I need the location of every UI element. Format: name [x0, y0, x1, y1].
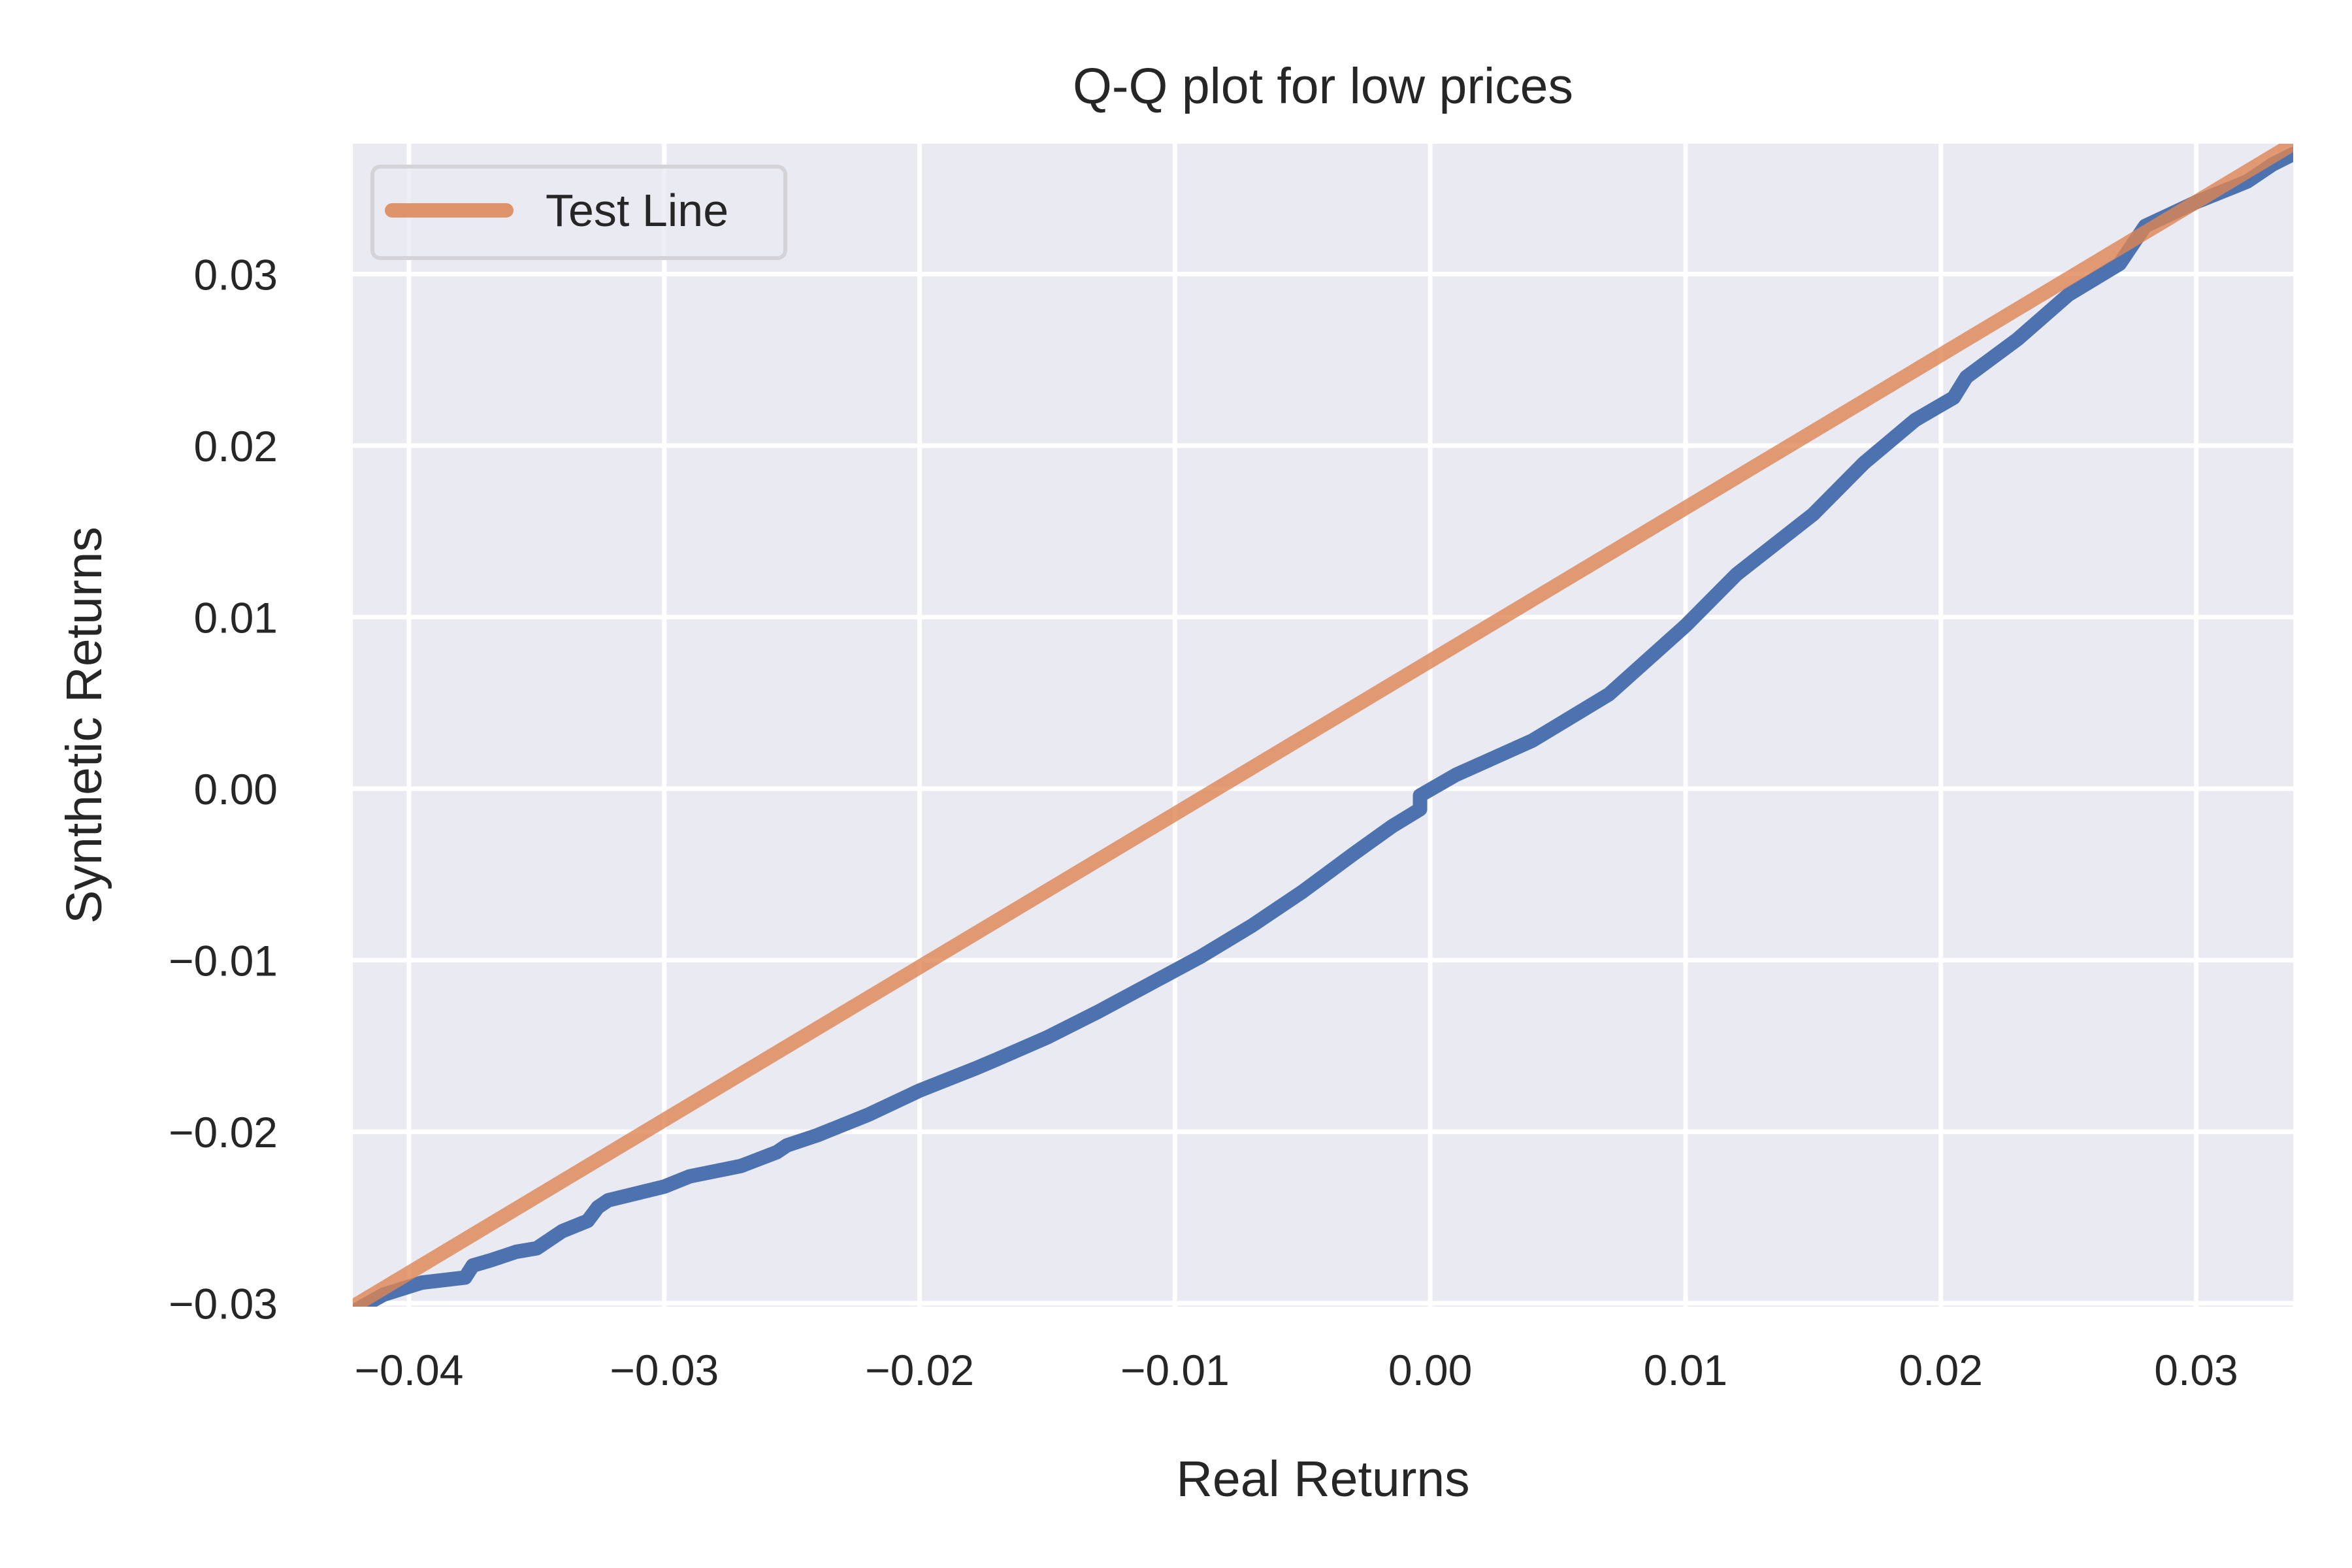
y-tick-label: −0.01 [169, 937, 278, 985]
qq-series-line [353, 146, 2293, 1307]
x-tick-label: −0.02 [865, 1346, 974, 1394]
legend-box [370, 165, 787, 260]
y-tick-label: −0.02 [169, 1108, 278, 1156]
x-tick-label: 0.00 [1388, 1346, 1472, 1394]
y-tick-label: 0.02 [194, 422, 278, 470]
y-axis-ticks: −0.03 −0.02 −0.01 0.00 0.01 0.02 0.03 [169, 251, 278, 1328]
x-tick-label: −0.03 [610, 1346, 719, 1394]
test-line-series [353, 144, 2293, 1307]
x-axis-label: Real Returns [1176, 1451, 1469, 1507]
y-tick-label: −0.03 [169, 1280, 278, 1328]
y-tick-label: 0.03 [194, 251, 278, 299]
x-tick-label: −0.04 [354, 1346, 463, 1394]
y-tick-label: 0.01 [194, 594, 278, 642]
grid-lines [353, 144, 2293, 1307]
legend-label-test-line: Test Line [546, 185, 728, 236]
chart-title: Q-Q plot for low prices [1073, 58, 1573, 114]
series-layer [353, 144, 2293, 1307]
legend: Test Line [370, 165, 787, 260]
y-tick-label: 0.00 [194, 765, 278, 813]
x-tick-label: 0.03 [2154, 1346, 2238, 1394]
x-tick-label: 0.01 [1644, 1346, 1727, 1394]
y-axis-label: Synthetic Returns [56, 527, 112, 924]
x-tick-label: −0.01 [1120, 1346, 1230, 1394]
x-tick-label: 0.02 [1899, 1346, 1982, 1394]
x-axis-ticks: −0.04 −0.03 −0.02 −0.01 0.00 0.01 0.02 0.03 [354, 1346, 2238, 1394]
